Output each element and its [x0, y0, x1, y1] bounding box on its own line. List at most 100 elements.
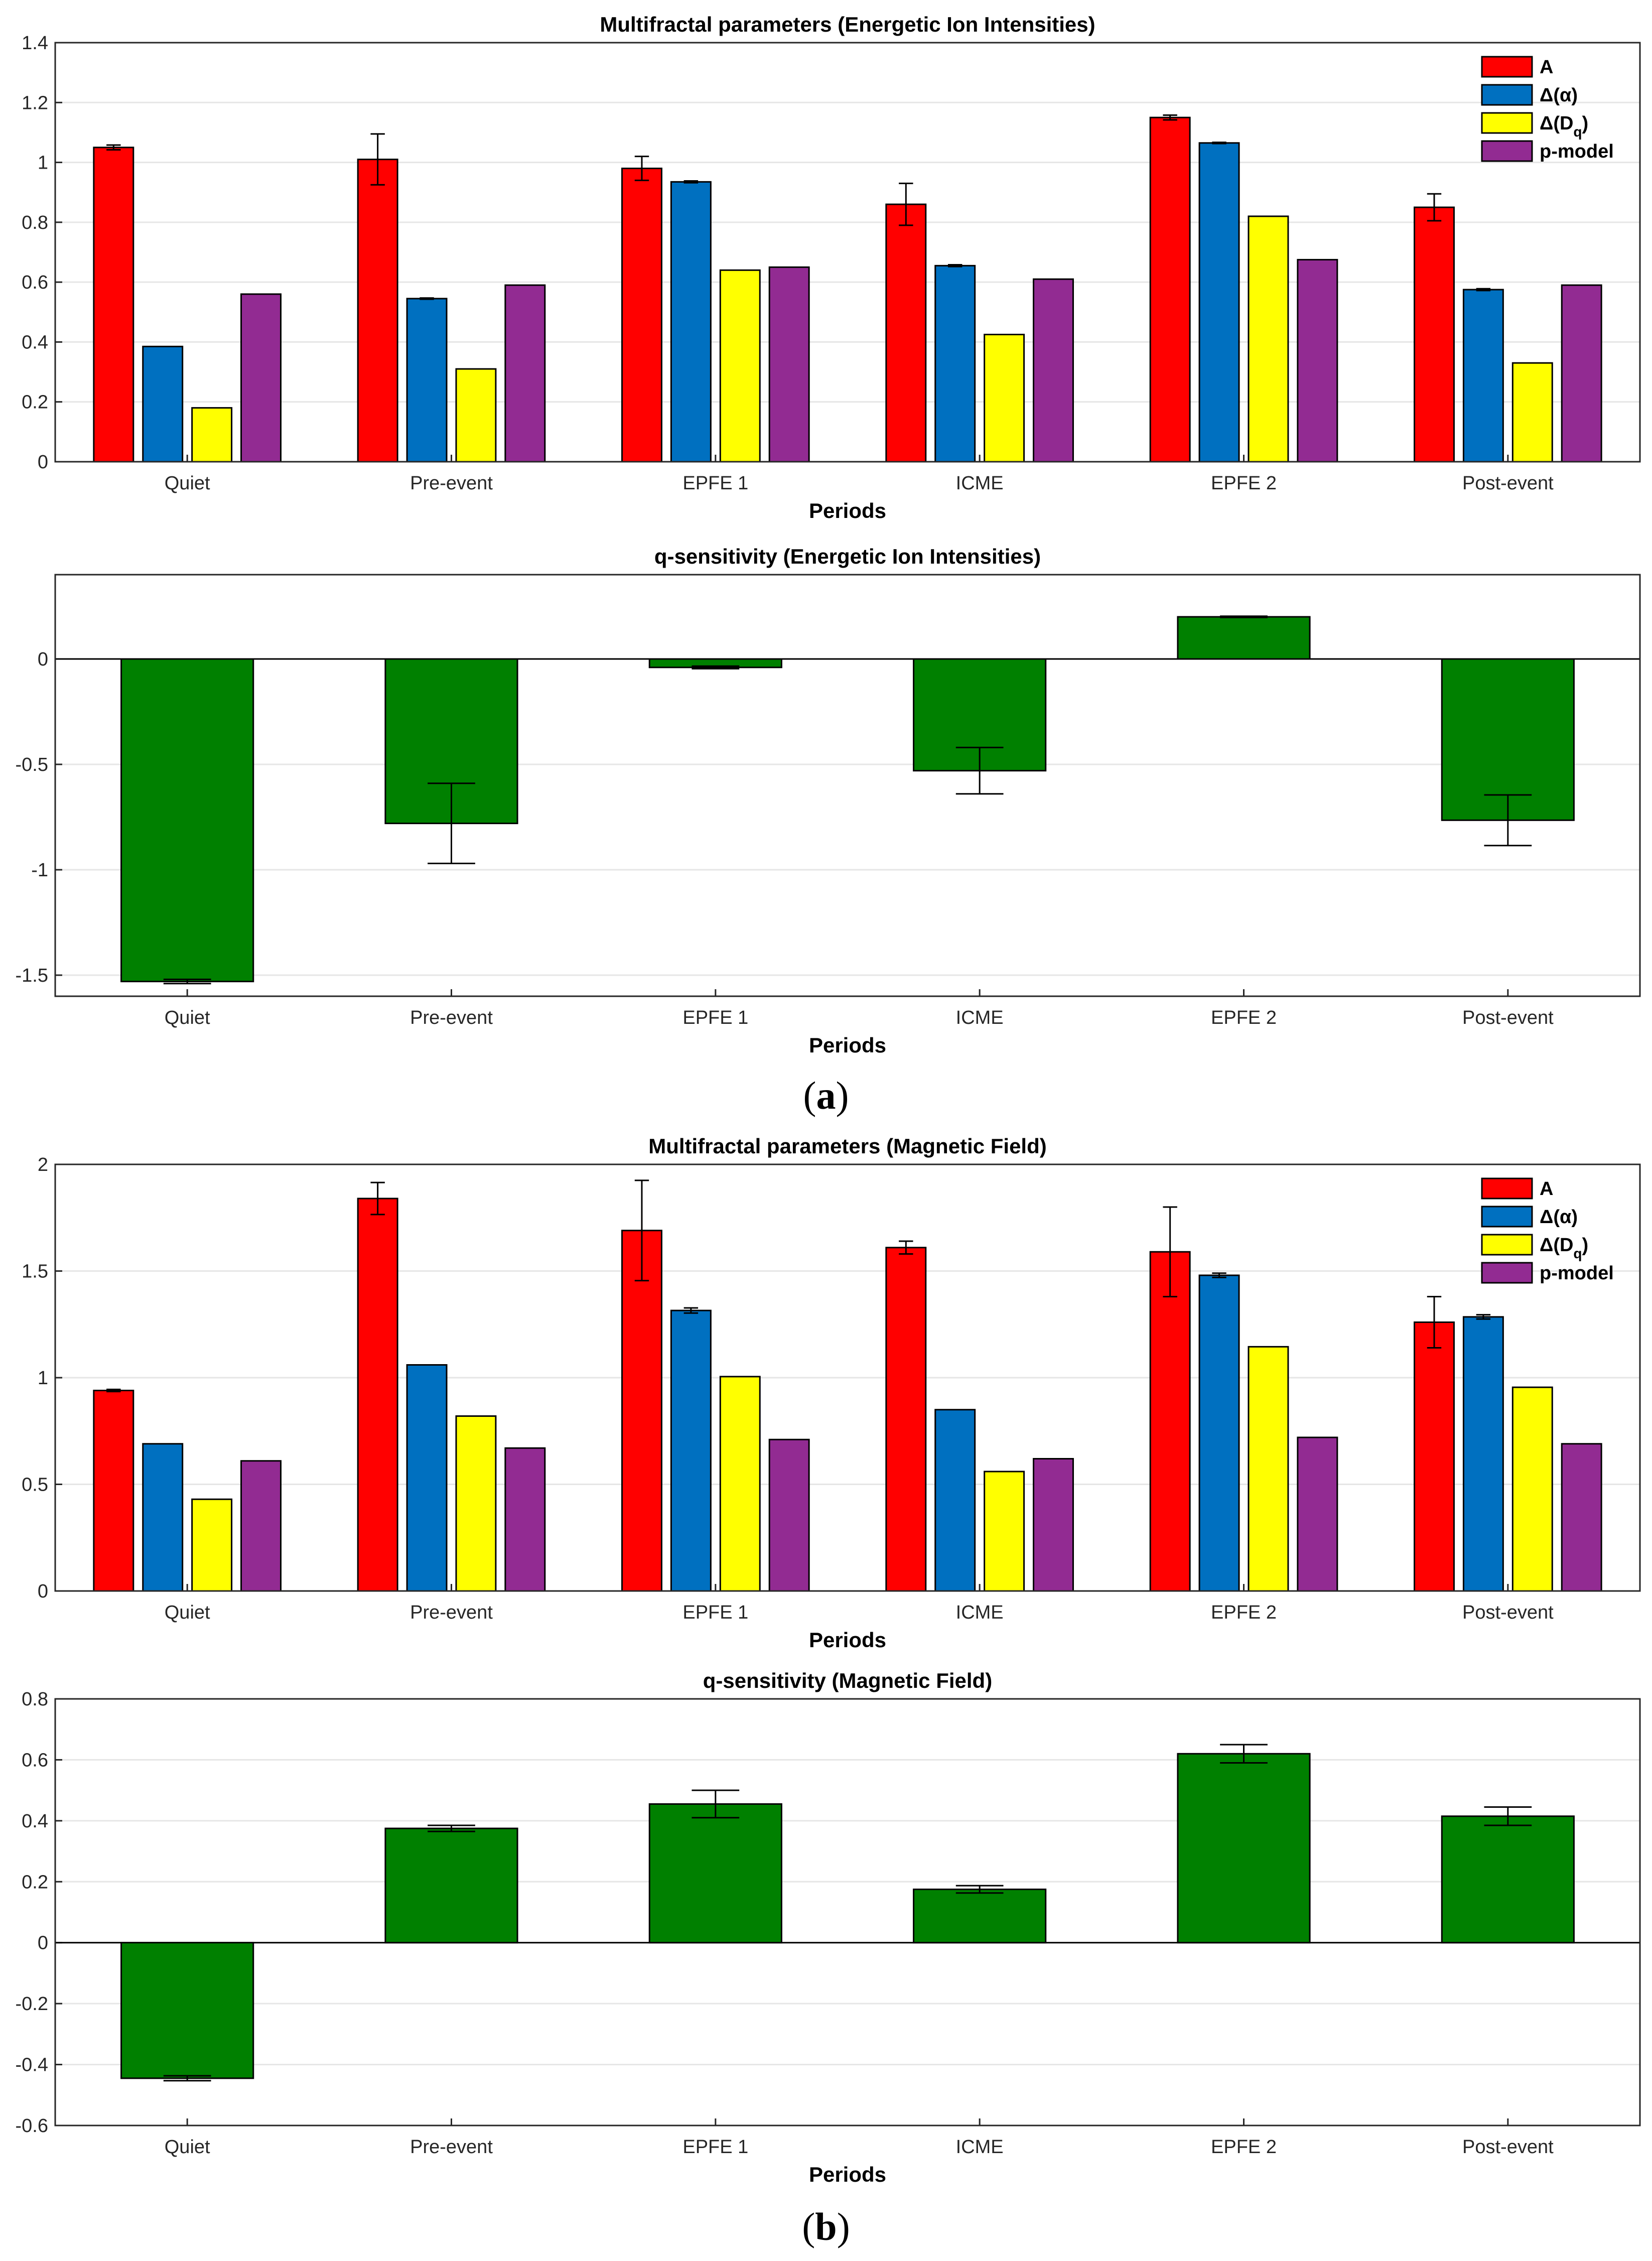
- ion-multifractal-axes-background: [55, 43, 1640, 462]
- ion-q-sensitivity-x-tick-label-pre-event: Pre-event: [410, 1007, 493, 1028]
- ion-multifractal-x-tick-label-quiet: Quiet: [165, 473, 210, 494]
- ion-q-sensitivity-x-tick-label-epfe-1: EPFE 1: [682, 1007, 748, 1028]
- mag-q-sensitivity-title: q-sensitivity (Magnetic Field): [703, 1669, 992, 1692]
- mag-multifractal-bar-d-q-epfe-1: [719, 1376, 761, 1592]
- mag-q-sensitivity-bar-q-sensitivity-epfe-2: [1177, 1753, 1311, 1944]
- ion-multifractal-bar-a-icme: [885, 203, 927, 463]
- ion-multifractal-bar-p-model-icme: [1033, 278, 1074, 463]
- mag-multifractal-axes-frame: [54, 1163, 1641, 1592]
- ion-multifractal-bar-p-model-quiet: [240, 293, 282, 463]
- mag-multifractal-bar-p-model-pre-event: [504, 1447, 546, 1592]
- mag-multifractal-bar-a-pre-event: [357, 1198, 398, 1592]
- ion-q-sensitivity-x-tick-label-quiet: Quiet: [165, 1007, 210, 1028]
- mag-q-sensitivity-y-tick-label: -0.4: [16, 2055, 48, 2076]
- mag-multifractal-bar-d-q-icme: [984, 1471, 1025, 1592]
- mag-multifractal-bar--epfe-2: [1198, 1274, 1240, 1592]
- mag-q-sensitivity-x-tick-label-post-event: Post-event: [1462, 2137, 1554, 2158]
- mag-multifractal-x-tick-label-quiet: Quiet: [165, 1602, 210, 1623]
- mag-q-sensitivity-bar-q-sensitivity-epfe-1: [648, 1803, 782, 1944]
- mag-multifractal-legend-swatch-: [1481, 1206, 1533, 1228]
- ion-multifractal-y-tick-label: 0.4: [22, 332, 48, 353]
- mag-multifractal-bar-p-model-epfe-1: [768, 1438, 810, 1592]
- ion-multifractal-bar-a-epfe-1: [621, 168, 662, 463]
- ion-q-sensitivity-bar-q-sensitivity-post-event: [1441, 658, 1575, 821]
- ion-multifractal-bar--pre-event: [406, 298, 448, 463]
- ion-multifractal-y-tick-label: 1: [38, 153, 48, 174]
- ion-multifractal-x-axis-label: Periods: [809, 499, 886, 522]
- ion-multifractal-x-tick-label-pre-event: Pre-event: [410, 473, 493, 494]
- mag-q-sensitivity-x-axis-label: Periods: [809, 2163, 886, 2186]
- ion-multifractal-bar-p-model-post-event: [1561, 284, 1602, 463]
- ion-multifractal-bar-d-q-post-event: [1511, 362, 1553, 463]
- ion-q-sensitivity-y-tick-label: -1.5: [16, 965, 48, 986]
- mag-multifractal-bar--icme: [934, 1409, 976, 1592]
- mag-q-sensitivity-y-tick-label: 0.4: [22, 1811, 48, 1832]
- ion-multifractal-y-tick-label: 1.2: [22, 92, 48, 113]
- ion-multifractal-y-tick-label: 0.2: [22, 392, 48, 413]
- mag-q-sensitivity-y-tick-label: 0.8: [22, 1689, 48, 1710]
- mag-multifractal-bar-a-icme: [885, 1247, 927, 1592]
- mag-multifractal-bar--quiet: [142, 1443, 184, 1592]
- mag-q-sensitivity-x-tick-label-epfe-1: EPFE 1: [682, 2137, 748, 2158]
- mag-multifractal-legend-label-p-model: p-model: [1540, 1263, 1614, 1284]
- mag-multifractal-bar-p-model-epfe-2: [1297, 1436, 1338, 1592]
- ion-q-sensitivity-y-tick-label: 0: [38, 649, 48, 670]
- mag-multifractal-bar-p-model-quiet: [240, 1460, 282, 1592]
- ion-q-sensitivity-y-tick-label: -1: [31, 860, 48, 881]
- ion-multifractal-bar-a-post-event: [1414, 206, 1455, 463]
- ion-q-sensitivity-bar-q-sensitivity-epfe-2: [1177, 616, 1311, 660]
- ion-multifractal-bar-a-pre-event: [357, 159, 398, 463]
- ion-multifractal-legend-label-p-model: p-model: [1540, 141, 1614, 162]
- mag-multifractal-bar-p-model-post-event: [1561, 1443, 1602, 1592]
- ion-multifractal-axes-frame: [54, 42, 1641, 463]
- ion-q-sensitivity-y-tick-label: -0.5: [16, 754, 48, 775]
- mag-q-sensitivity-x-tick-label-pre-event: Pre-event: [410, 2137, 493, 2158]
- ion-q-sensitivity-x-tick-label-post-event: Post-event: [1462, 1007, 1554, 1028]
- mag-multifractal-y-tick-label: 2: [38, 1154, 48, 1175]
- mag-q-sensitivity-bar-q-sensitivity-icme: [913, 1888, 1047, 1944]
- mag-multifractal-bar--post-event: [1462, 1316, 1504, 1592]
- mag-multifractal-y-tick-label: 1: [38, 1368, 48, 1389]
- mag-multifractal-x-axis-label: Periods: [809, 1628, 886, 1652]
- ion-multifractal-y-tick-label: 0: [38, 452, 48, 473]
- mag-multifractal-x-tick-label-post-event: Post-event: [1462, 1602, 1554, 1623]
- ion-multifractal-legend-label-a: A: [1540, 57, 1553, 78]
- ion-multifractal-y-tick-label: 1.4: [22, 33, 48, 54]
- mag-multifractal-bar-a-quiet: [93, 1390, 134, 1592]
- ion-multifractal-bar--epfe-1: [670, 181, 712, 463]
- ion-q-sensitivity-axes-background: [55, 575, 1640, 996]
- mag-q-sensitivity-axes-frame: [54, 1698, 1641, 2126]
- mag-multifractal-legend-swatch-d-q: [1481, 1234, 1533, 1256]
- ion-multifractal-bar-d-q-quiet: [191, 407, 233, 463]
- ion-multifractal-bar-d-q-pre-event: [455, 368, 497, 463]
- mag-multifractal-bar-a-post-event: [1414, 1321, 1455, 1592]
- ion-multifractal-x-tick-label-icme: ICME: [956, 473, 1004, 494]
- mag-multifractal-legend-swatch-p-model: [1481, 1262, 1533, 1284]
- mag-q-sensitivity-y-tick-label: 0: [38, 1933, 48, 1954]
- ion-q-sensitivity-axes-frame: [54, 574, 1641, 997]
- ion-multifractal-x-tick-label-epfe-1: EPFE 1: [682, 473, 748, 494]
- ion-multifractal-legend-swatch-d-q: [1481, 112, 1533, 134]
- mag-multifractal-bar-a-epfe-1: [621, 1230, 662, 1592]
- mag-multifractal-bar-d-q-post-event: [1511, 1386, 1553, 1592]
- mag-multifractal-x-tick-label-pre-event: Pre-event: [410, 1602, 493, 1623]
- ion-multifractal-bar-p-model-pre-event: [504, 284, 546, 463]
- mag-q-sensitivity-axes-background: [55, 1699, 1640, 2125]
- ion-multifractal-bar--post-event: [1462, 289, 1504, 463]
- ion-multifractal-y-tick-label: 0.6: [22, 272, 48, 293]
- mag-multifractal-x-tick-label-epfe-1: EPFE 1: [682, 1602, 748, 1623]
- ion-multifractal-bar--icme: [934, 264, 976, 463]
- ion-multifractal-bar-d-q-epfe-1: [719, 269, 761, 463]
- mag-multifractal-bar-d-q-pre-event: [455, 1415, 497, 1592]
- panel-label-b: (b): [802, 2205, 850, 2248]
- mag-q-sensitivity-y-tick-label: 0.2: [22, 1872, 48, 1893]
- mag-q-sensitivity-y-tick-label: -0.2: [16, 1993, 48, 2015]
- ion-q-sensitivity-x-axis-label: Periods: [809, 1033, 886, 1057]
- ion-q-sensitivity-title: q-sensitivity (Energetic Ion Intensities…: [654, 545, 1041, 568]
- mag-q-sensitivity-y-tick-label: 0.6: [22, 1750, 48, 1771]
- ion-multifractal-bar-p-model-epfe-2: [1297, 258, 1338, 463]
- ion-multifractal-bar-d-q-epfe-2: [1248, 215, 1289, 463]
- ion-multifractal-bar-a-quiet: [93, 147, 134, 463]
- mag-q-sensitivity-bar-q-sensitivity-quiet: [120, 1942, 254, 2079]
